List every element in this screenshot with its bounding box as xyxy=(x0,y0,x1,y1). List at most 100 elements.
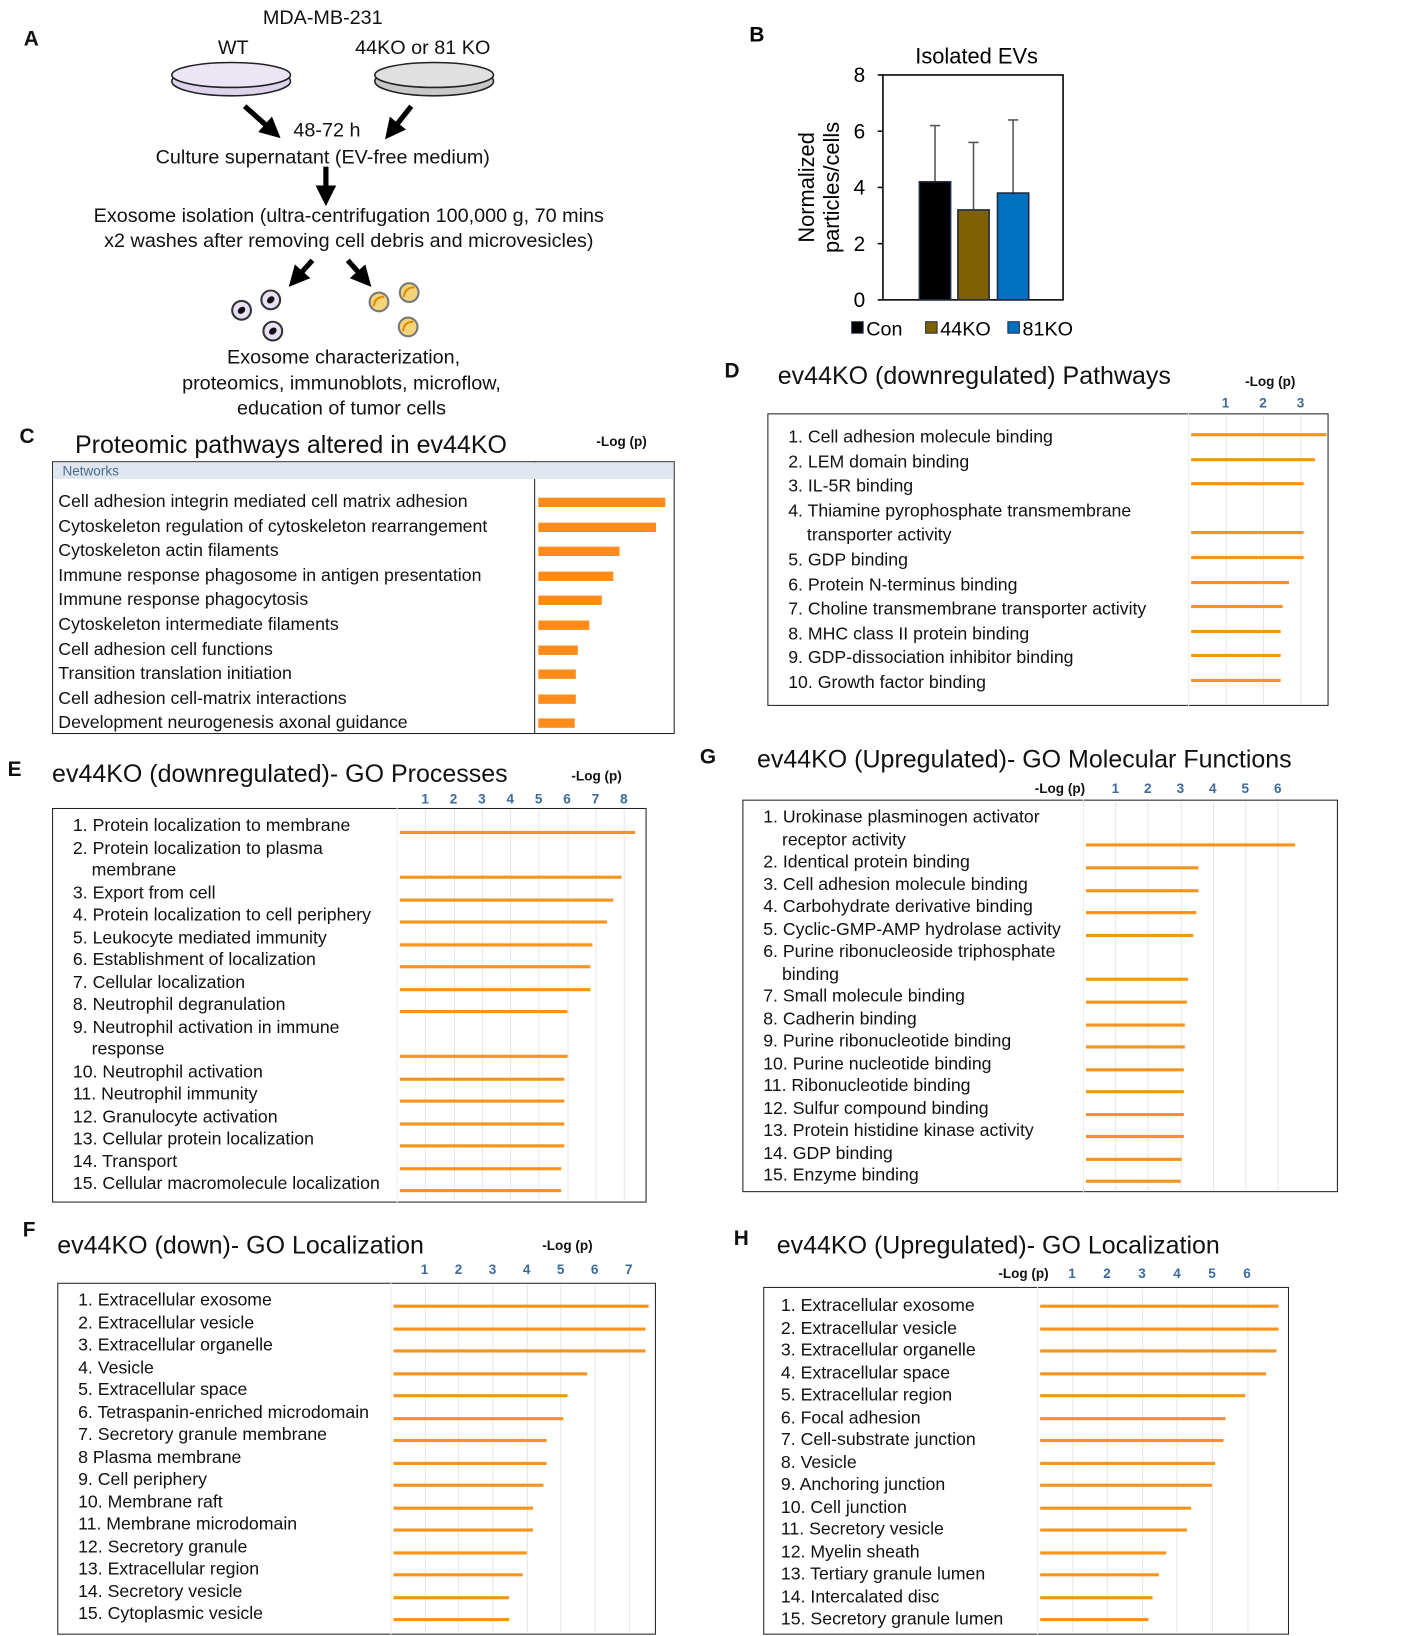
bar xyxy=(1191,679,1281,682)
category-label: 5. Extracellular space xyxy=(78,1379,390,1401)
x-tick-label: 6 xyxy=(563,791,571,807)
x-tick-label: 2 xyxy=(450,791,458,807)
category-label: 10. Membrane raft xyxy=(78,1490,390,1512)
category-label: 10. Neutrophil activation xyxy=(73,1060,398,1082)
grid-line xyxy=(595,810,596,1200)
legend-label: 44KO xyxy=(940,318,991,340)
category-label: 1. Protein localization to membrane xyxy=(73,814,398,836)
bar xyxy=(1191,654,1281,657)
legend-label: 81KO xyxy=(1022,318,1073,340)
grid-line xyxy=(624,810,625,1200)
wt-label: WT xyxy=(218,37,249,60)
category-label: 12. Sulfur compound binding xyxy=(763,1097,1080,1119)
category-label: 14. Transport xyxy=(73,1150,398,1172)
bar xyxy=(538,595,602,604)
analysis-text: education of tumor cells xyxy=(237,398,446,421)
x-tick-label: 3 xyxy=(1177,780,1185,796)
isolation-text: Exosome isolation (ultra-centrifugation … xyxy=(94,205,604,228)
x-tick-label: 5 xyxy=(557,1261,565,1277)
category-label: 2. Protein localization to plasma membra… xyxy=(73,837,398,882)
category-label: 7. Cellular localization xyxy=(73,971,398,993)
x-tick-label: 3 xyxy=(489,1261,497,1277)
bar xyxy=(400,1167,562,1170)
bar xyxy=(1086,1000,1187,1003)
bar xyxy=(1086,843,1296,846)
category-label: 12. Myelin sheath xyxy=(781,1540,1031,1562)
category-label: 10. Purine nucleotide binding xyxy=(763,1052,1080,1074)
bar xyxy=(400,1054,568,1057)
grid-line xyxy=(1180,802,1181,1190)
bar xyxy=(1191,581,1288,584)
x-tick-label: 2 xyxy=(1103,1266,1111,1282)
grid-line xyxy=(1278,802,1279,1190)
category-label: Transition translation initiation xyxy=(58,661,532,686)
grid-line xyxy=(1245,802,1246,1190)
grid-line xyxy=(493,1285,494,1633)
bar xyxy=(400,1144,565,1147)
axis-title: -Log (p) xyxy=(1035,780,1085,796)
chart-title: ev44KO (downregulated) Pathways xyxy=(778,362,1171,391)
bar xyxy=(394,1573,523,1576)
grid-line xyxy=(539,810,540,1200)
category-label: 6. Protein N-terminus binding xyxy=(788,572,1175,597)
category-label: 13. Tertiary granule lumen xyxy=(781,1563,1031,1585)
category-label: 11. Ribonucleotide binding xyxy=(763,1075,1080,1097)
x-tick-label: 4 xyxy=(1209,780,1217,796)
chart-title: ev44KO (Upregulated)- GO Localization xyxy=(777,1232,1220,1261)
grid-line xyxy=(482,810,483,1200)
bar xyxy=(1086,866,1198,869)
legend-swatch xyxy=(1008,322,1019,333)
x-tick-label: 7 xyxy=(625,1261,633,1277)
bar xyxy=(538,497,665,506)
bar xyxy=(1040,1394,1245,1397)
category-label: 8 Plasma membrane xyxy=(78,1446,390,1468)
x-tick-label: 1 xyxy=(1068,1266,1076,1282)
grid-line xyxy=(1213,802,1214,1190)
category-label: 2. Extracellular vesicle xyxy=(78,1311,390,1333)
x-tick-label: 7 xyxy=(592,791,600,807)
supernatant-label: Culture supernatant (EV-free medium) xyxy=(156,147,490,170)
label-list: 1. Protein localization to membrane2. Pr… xyxy=(73,814,398,1195)
category-label: 13. Cellular protein localization xyxy=(73,1128,398,1150)
grid-line xyxy=(527,1285,528,1633)
bar xyxy=(538,546,619,555)
category-label: 11. Neutrophil immunity xyxy=(73,1083,398,1105)
bar xyxy=(538,718,574,727)
grid-line xyxy=(1247,1289,1248,1633)
grid-line xyxy=(1115,802,1116,1190)
bar xyxy=(394,1304,649,1307)
bar xyxy=(394,1349,646,1352)
category-label: 6. Purine ribonucleoside triphosphate bi… xyxy=(763,940,1080,985)
bar xyxy=(958,210,989,300)
category-label: 3. Extracellular organelle xyxy=(78,1334,390,1356)
bar xyxy=(1086,1045,1185,1048)
axis-title: -Log (p) xyxy=(998,1266,1048,1282)
bar xyxy=(1040,1506,1190,1509)
grid-line xyxy=(1148,802,1149,1190)
bar xyxy=(400,1122,565,1125)
x-tick-label: 8 xyxy=(620,791,628,807)
x-tick-label: 2 xyxy=(455,1261,463,1277)
bar xyxy=(1086,1068,1183,1071)
category-label: 11. Secretory vesicle xyxy=(781,1518,1031,1540)
category-label: 10. Cell junction xyxy=(781,1496,1031,1518)
category-label: 8. Cadherin binding xyxy=(763,1007,1080,1029)
category-label: 14. Secretory vesicle xyxy=(78,1580,390,1602)
bar xyxy=(394,1417,564,1420)
y-axis-title: Normalized xyxy=(794,132,819,243)
x-tick-label: 6 xyxy=(1243,1266,1251,1282)
y-tick-label: 2 xyxy=(854,233,866,256)
grid-line xyxy=(561,1285,562,1633)
divider xyxy=(1083,800,1084,1193)
category-label: Cytoskeleton intermediate filaments xyxy=(58,612,532,637)
category-label: 9. Neutrophil activation in immune respo… xyxy=(73,1016,398,1061)
bar xyxy=(1191,458,1315,461)
y-tick-label: 8 xyxy=(854,64,866,87)
dishes xyxy=(172,62,494,95)
axis-title: -Log (p) xyxy=(571,768,621,784)
bar xyxy=(394,1506,534,1509)
x-tick-label: 3 xyxy=(1138,1266,1146,1282)
bar xyxy=(394,1596,510,1599)
category-label: 10. Growth factor binding xyxy=(788,670,1175,695)
